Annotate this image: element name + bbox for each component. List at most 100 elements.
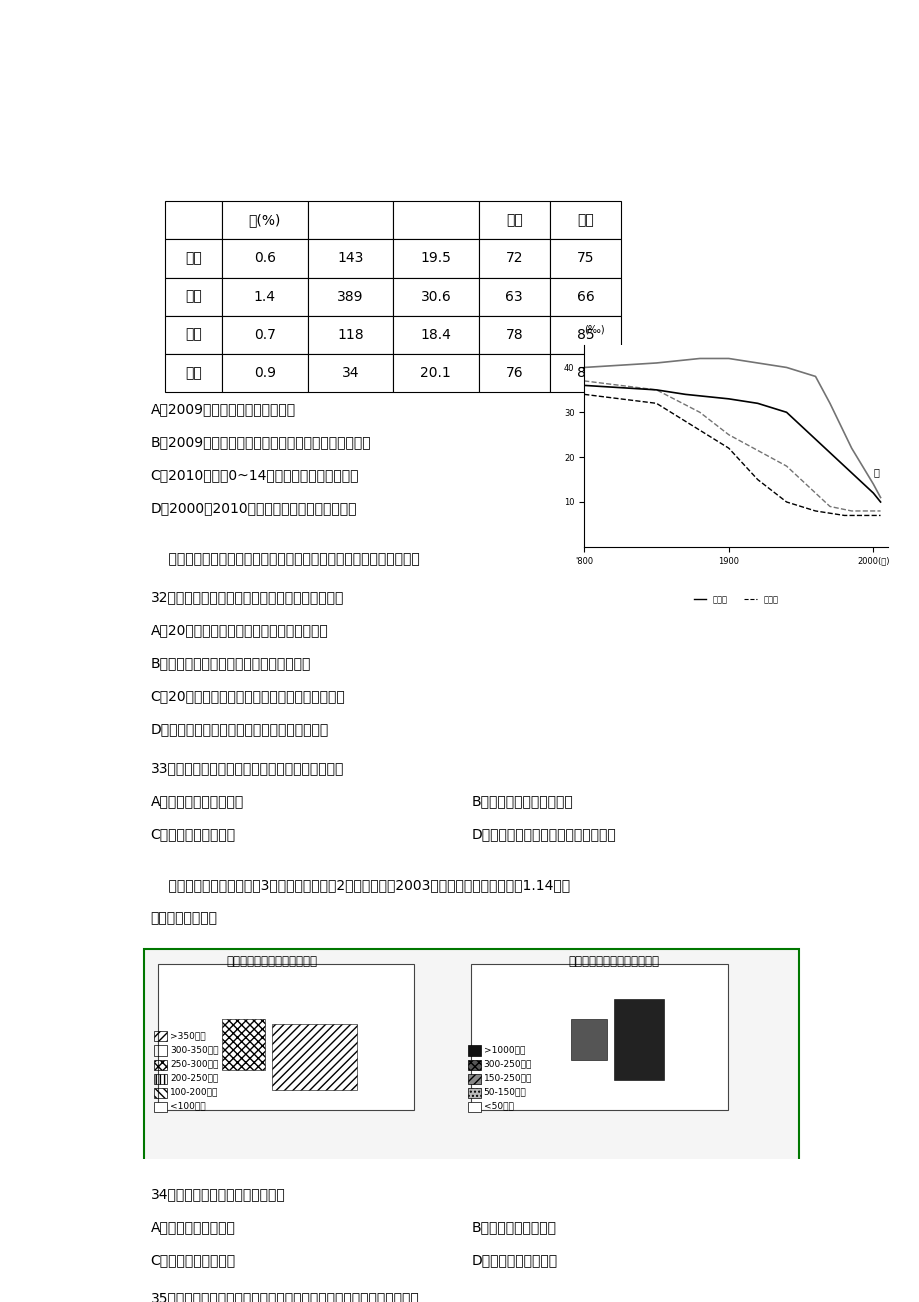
Text: 389: 389 xyxy=(336,289,363,303)
Bar xyxy=(550,202,620,240)
Text: 118: 118 xyxy=(336,328,363,341)
Text: D．上海、江苏、浙江: D．上海、江苏、浙江 xyxy=(471,1253,557,1267)
Bar xyxy=(478,354,550,392)
Text: 300-350万人: 300-350万人 xyxy=(170,1046,218,1055)
Text: 0.6: 0.6 xyxy=(254,251,276,266)
Text: 33．甲、乙两国人口的变化可能产生的主要问题有: 33．甲、乙两国人口的变化可能产生的主要问题有 xyxy=(151,760,344,775)
Text: 34．我国民工净流入最多的省区是: 34．我国民工净流入最多的省区是 xyxy=(151,1187,285,1200)
Bar xyxy=(468,1074,481,1083)
Bar xyxy=(154,1060,167,1069)
Text: A．20世纪中期以来，甲国人口增长快于乙国: A．20世纪中期以来，甲国人口增长快于乙国 xyxy=(151,624,328,638)
Bar xyxy=(468,1101,481,1112)
Bar xyxy=(550,240,620,277)
Text: 66: 66 xyxy=(576,289,594,303)
Bar xyxy=(468,1087,481,1098)
Bar xyxy=(221,1019,265,1069)
Text: 19.5: 19.5 xyxy=(420,251,451,266)
Text: 200-250万人: 200-250万人 xyxy=(170,1073,218,1082)
Bar xyxy=(614,1000,664,1079)
Bar xyxy=(392,277,478,315)
Bar xyxy=(550,354,620,392)
Text: 250-300万人: 250-300万人 xyxy=(170,1059,218,1068)
Text: D．乙国的城市大多出现逆城市化现象: D．乙国的城市大多出现逆城市化现象 xyxy=(471,827,616,841)
Bar xyxy=(165,240,221,277)
Text: 中国: 中国 xyxy=(185,251,201,266)
Bar xyxy=(165,202,221,240)
Text: 32．下列关于两国人口发展变化的说法，正确的是: 32．下列关于两国人口发展变化的说法，正确的是 xyxy=(151,590,344,604)
Text: 76: 76 xyxy=(505,366,523,380)
Text: 78: 78 xyxy=(505,328,523,341)
Text: A．甲国的社会负担加重: A．甲国的社会负担加重 xyxy=(151,794,244,807)
Bar xyxy=(478,277,550,315)
Bar xyxy=(154,1074,167,1083)
Text: 印度: 印度 xyxy=(185,289,201,303)
Bar xyxy=(307,354,392,392)
Text: C．20世纪末，甲国人口增长模式已为「现代型」: C．20世纪末，甲国人口增长模式已为「现代型」 xyxy=(151,690,345,703)
Bar xyxy=(221,277,307,315)
Bar xyxy=(307,202,392,240)
Text: 乙: 乙 xyxy=(872,467,879,477)
Bar xyxy=(468,1046,481,1056)
Text: 100-200万人: 100-200万人 xyxy=(170,1087,218,1096)
Bar xyxy=(307,315,392,354)
Text: C．2010年中国0~14岁人口比重与法国最接近: C．2010年中国0~14岁人口比重与法国最接近 xyxy=(151,467,358,482)
Text: <100万人: <100万人 xyxy=(170,1101,205,1111)
Text: 法国: 法国 xyxy=(185,328,201,341)
Bar xyxy=(165,354,221,392)
Text: B．乙国的城市化进程减慢: B．乙国的城市化进程减慢 xyxy=(471,794,573,807)
Bar xyxy=(478,202,550,240)
Bar xyxy=(165,315,221,354)
Text: 72: 72 xyxy=(505,251,523,266)
Text: 0.9: 0.9 xyxy=(254,366,276,380)
Bar xyxy=(478,315,550,354)
Bar xyxy=(468,1060,481,1069)
Bar xyxy=(154,1046,167,1056)
Text: A．2009年中国人口密度高于印度: A．2009年中国人口密度高于印度 xyxy=(151,402,295,415)
Text: 读图，完成问题。: 读图，完成问题。 xyxy=(151,911,218,926)
Text: 34: 34 xyxy=(341,366,358,380)
Bar xyxy=(478,240,550,277)
Text: >1000万人: >1000万人 xyxy=(483,1046,525,1055)
Text: 143: 143 xyxy=(336,251,363,266)
Bar xyxy=(272,1025,357,1090)
Text: 18.4: 18.4 xyxy=(420,328,451,341)
Bar xyxy=(307,240,392,277)
Text: 75: 75 xyxy=(576,251,594,266)
Bar xyxy=(221,315,307,354)
Text: 率(%): 率(%) xyxy=(248,214,280,228)
Bar xyxy=(550,315,620,354)
Text: 63: 63 xyxy=(505,289,523,303)
Text: 300-250万人: 300-250万人 xyxy=(483,1059,531,1068)
Bar xyxy=(221,202,307,240)
Bar xyxy=(392,315,478,354)
Text: >350万人: >350万人 xyxy=(170,1031,205,1040)
Bar xyxy=(154,1031,167,1042)
Bar xyxy=(392,240,478,277)
Bar xyxy=(165,277,221,315)
Text: 女性: 女性 xyxy=(576,214,594,228)
Text: 85: 85 xyxy=(576,328,594,341)
Text: 美国: 美国 xyxy=(185,366,201,380)
Text: 中国民工流出省份空间分布图: 中国民工流出省份空间分布图 xyxy=(226,956,317,969)
Text: 20.1: 20.1 xyxy=(420,366,450,380)
Text: B．近些年来，乙国老年人口比重大于甲国: B．近些年来，乙国老年人口比重大于甲国 xyxy=(151,656,311,671)
Text: B．2009年中国男女性出生时预期对命差値与美国相等: B．2009年中国男女性出生时预期对命差値与美国相等 xyxy=(151,435,371,449)
Bar xyxy=(571,1019,607,1060)
Text: C．广东、浙江、上海: C．广东、浙江、上海 xyxy=(151,1253,235,1267)
Bar xyxy=(392,202,478,240)
Bar xyxy=(154,1087,167,1098)
Text: 0.7: 0.7 xyxy=(254,328,276,341)
Text: D．乙国代表了大多数发达国家人口的增长情况: D．乙国代表了大多数发达国家人口的增长情况 xyxy=(151,723,329,737)
Text: 读右图甲、乙两国人口出生率与死亡率变化曲线图，完成下列各题。: 读右图甲、乙两国人口出生率与死亡率变化曲线图，完成下列各题。 xyxy=(151,552,419,566)
Text: 30.6: 30.6 xyxy=(420,289,450,303)
Text: D．2000－2010年期间中国人口增长速度最慢: D．2000－2010年期间中国人口增长速度最慢 xyxy=(151,501,357,516)
Text: 男性: 男性 xyxy=(505,214,522,228)
Bar xyxy=(143,949,799,1174)
Legend: 出生率, 死亡率: 出生率, 死亡率 xyxy=(689,591,781,607)
Text: 35．新疆成为我国西部地区民工净流入最多的省区，主要的影响因素是: 35．新疆成为我国西部地区民工净流入最多的省区，主要的影响因素是 xyxy=(151,1292,419,1302)
Bar xyxy=(221,240,307,277)
Bar xyxy=(550,277,620,315)
Text: (‰): (‰) xyxy=(584,326,604,335)
Text: 150-250万人: 150-250万人 xyxy=(483,1073,531,1082)
Text: 81: 81 xyxy=(576,366,594,380)
